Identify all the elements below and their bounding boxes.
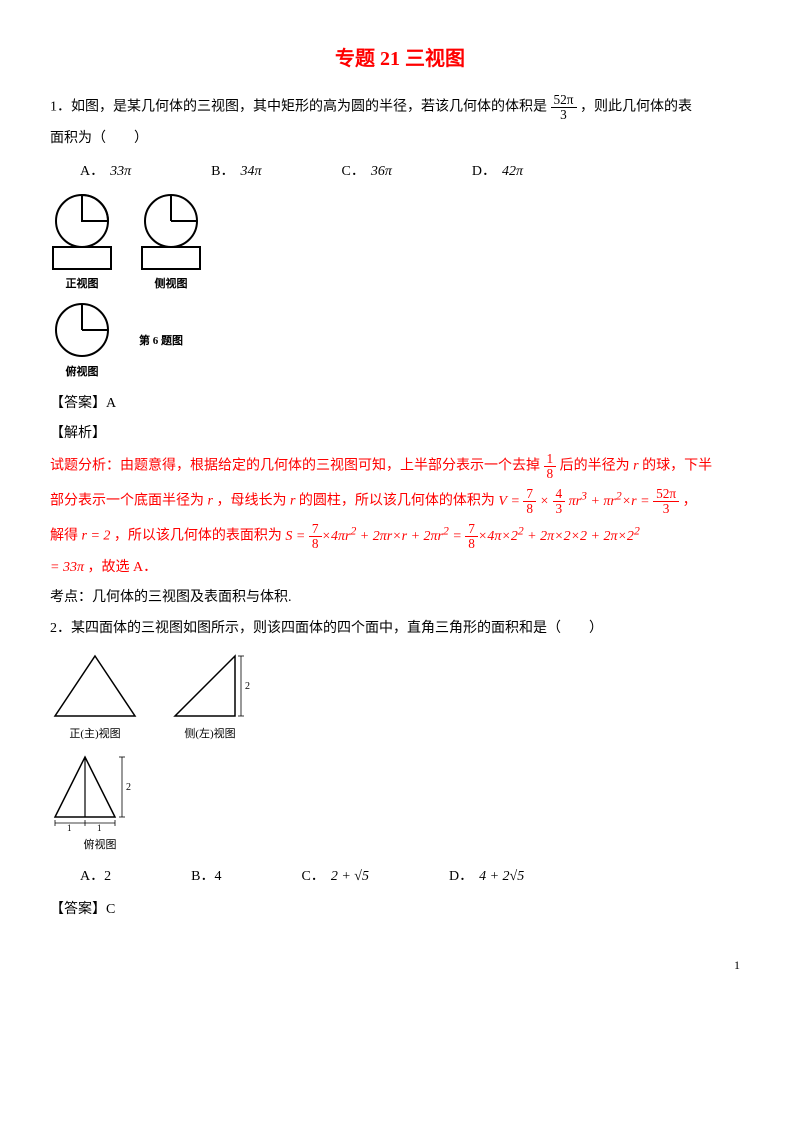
opt-label: C． <box>342 159 365 186</box>
q1-volume-frac: 52π 3 <box>551 93 577 122</box>
r: r <box>290 494 295 509</box>
opt-label: C． <box>301 864 324 891</box>
r-eq: r = 2 <box>82 529 114 544</box>
r: r <box>633 459 638 474</box>
opt-value: 34π <box>240 159 261 186</box>
q1-stem: 1．如图，是某几何体的三视图，其中矩形的高为圆的半径，若该几何体的体积是 52π… <box>50 93 750 122</box>
q1-analysis-l1: 试题分析：由题意得，根据给定的几何体的三视图可知，上半部分表示一个去掉 1 8 … <box>50 452 750 481</box>
front-view-svg <box>50 193 114 271</box>
q2-stem: 2．某四面体的三视图如图所示，则该四面体的四个面中，直角三角形的面积和是（ ） <box>50 616 750 643</box>
dim-h: 2 <box>245 681 250 692</box>
comma: ， <box>683 494 697 509</box>
top-label: 俯视图 <box>66 362 99 383</box>
q1-opt-d: D． 42π <box>472 159 523 186</box>
q1-answer: 【答案】A <box>50 391 750 418</box>
q2-options: A．2 B．4 C． 2 + √5 D．4 + 2√5 <box>80 864 750 891</box>
opt-value: 2 + √5 <box>331 864 369 891</box>
opt-value: 33π <box>110 159 131 186</box>
front-label: 正(主)视图 <box>69 724 120 745</box>
q1-explain-label: 【解析】 <box>50 421 750 448</box>
q2-opt-d: D．4 + 2√5 <box>449 864 524 891</box>
q1-stem-a: 1．如图，是某几何体的三视图，其中矩形的高为圆的半径，若该几何体的体积是 <box>50 100 547 115</box>
text: 部分表示一个底面半径为 <box>50 494 204 509</box>
q2-top-svg: 2 1 1 <box>50 752 150 832</box>
q2-diagram: 正(主)视图 2 侧(左)视图 2 <box>50 651 750 857</box>
q2-front-view: 正(主)视图 <box>50 651 140 745</box>
text: 的圆柱，所以该几何体的体积为 <box>299 494 495 509</box>
top-view-svg <box>50 301 114 359</box>
text: 解得 <box>50 529 78 544</box>
side-view-svg <box>139 193 203 271</box>
text: 的球，下半 <box>642 459 712 474</box>
q2-opt-a: A．2 <box>80 864 111 891</box>
opt-value: 4 + 2√5 <box>479 864 524 891</box>
opt-label: A． <box>80 159 104 186</box>
text: ，所以该几何体的表面积为 <box>114 529 282 544</box>
q1-opt-b: B． 34π <box>211 159 261 186</box>
q1-diagram: 正视图 侧视图 俯视图 第 6 题图 <box>50 193 750 383</box>
opt-label: D． <box>472 159 496 186</box>
q1-options: A． 33π B． 34π C． 36π D． 42π <box>80 159 750 186</box>
frac-num: 52π <box>551 93 577 108</box>
s-eq: S = 78×4πr2 + 2πr×r + 2πr2 = 78×4π×22 + … <box>285 529 639 544</box>
q2-side-view: 2 侧(左)视图 <box>165 651 255 745</box>
q1-opt-c: C． 36π <box>342 159 392 186</box>
side-label: 侧视图 <box>155 274 188 295</box>
top-label: 俯视图 <box>84 835 117 856</box>
dim-1a: 1 <box>67 823 72 832</box>
q2-opt-c: C． 2 + √5 <box>301 864 368 891</box>
fig-number: 第 6 题图 <box>139 331 183 352</box>
opt-label: D． <box>449 864 473 891</box>
r: r <box>208 494 213 509</box>
q1-kaodian: 考点：几何体的三视图及表面积与体积. <box>50 585 750 612</box>
q1-stem-b: ，则此几何体的表 <box>580 100 692 115</box>
opt-value: 42π <box>502 159 523 186</box>
side-label: 侧(左)视图 <box>184 724 235 745</box>
text: 试题分析：由题意得，根据给定的几何体的三视图可知，上半部分表示一个去掉 <box>50 459 540 474</box>
q2-top-view: 2 1 1 俯视图 <box>50 752 150 856</box>
q1-analysis-l4: = 33π ，故选 A． <box>50 555 750 582</box>
q1-analysis-l2: 部分表示一个底面半径为 r ，母线长为 r 的圆柱，所以该几何体的体积为 V =… <box>50 485 750 516</box>
result: = 33π <box>50 560 84 575</box>
text: 后的半径为 <box>560 459 630 474</box>
front-label: 正视图 <box>66 274 99 295</box>
opt: A．2 <box>80 864 111 891</box>
q2-answer: 【答案】C <box>50 897 750 924</box>
q2-side-svg: 2 <box>165 651 255 721</box>
vol-eq: V = 78 × 43 πr3 + πr2×r = 52π3 <box>498 494 679 509</box>
q1-top-view: 俯视图 <box>50 301 114 383</box>
q1-stem-c: 面积为（ ） <box>50 126 750 153</box>
page-title: 专题 21 三视图 <box>50 40 750 78</box>
frac-1-8: 1 8 <box>544 452 557 481</box>
opt-label: B． <box>211 159 234 186</box>
opt-value: 36π <box>371 159 392 186</box>
q1-analysis-l3: 解得 r = 2 ，所以该几何体的表面积为 S = 78×4πr2 + 2πr×… <box>50 520 750 551</box>
text: ，故选 A． <box>87 560 157 575</box>
den: 8 <box>544 467 557 481</box>
page-number: 1 <box>50 954 750 977</box>
q2-opt-b: B．4 <box>191 864 221 891</box>
q1-opt-a: A． 33π <box>80 159 131 186</box>
dim-h: 2 <box>126 782 131 793</box>
num: 1 <box>544 452 557 467</box>
q2-front-svg <box>50 651 140 721</box>
q1-front-view: 正视图 <box>50 193 114 295</box>
dim-1b: 1 <box>97 823 102 832</box>
text: ，母线长为 <box>216 494 286 509</box>
q1-side-view: 侧视图 <box>139 193 203 295</box>
frac-den: 3 <box>557 108 570 122</box>
opt: B．4 <box>191 864 221 891</box>
